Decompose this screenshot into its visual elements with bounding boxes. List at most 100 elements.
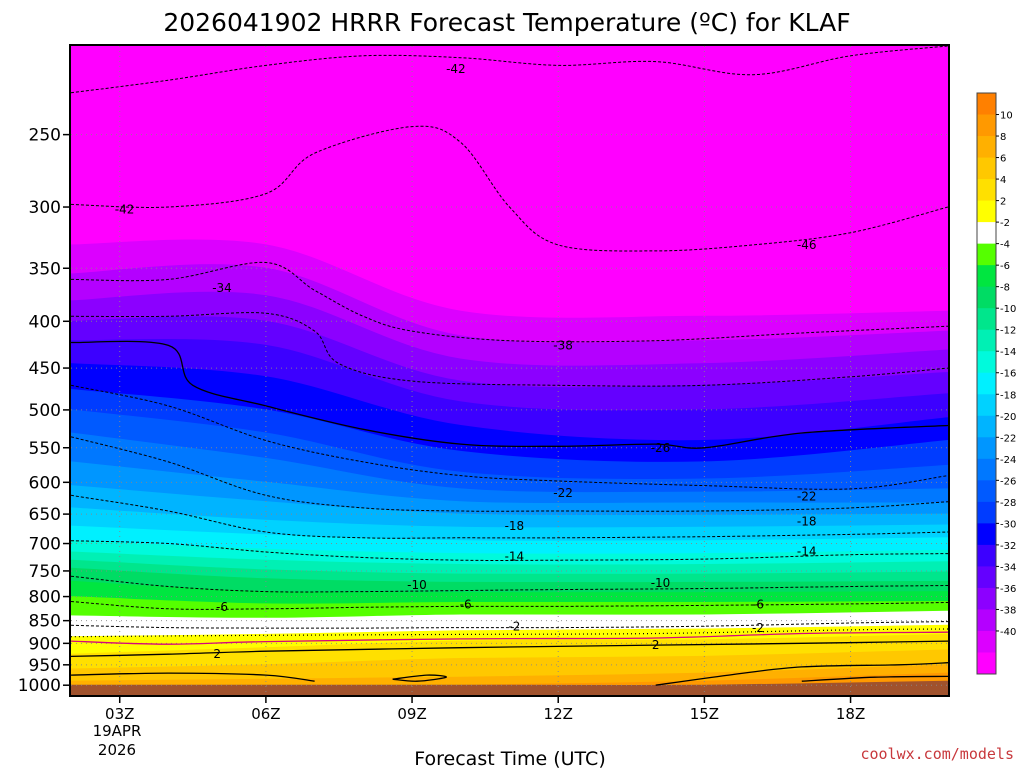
colorbar-swatch-10 [977, 308, 996, 331]
colorbar-swatch-25 [977, 630, 996, 653]
contour-label-5: -26 [651, 441, 671, 455]
colorbar-swatch-5 [977, 200, 996, 223]
colorbar-swatch-14 [977, 394, 996, 417]
colorbar-label-17: -26 [1000, 476, 1016, 487]
y-tick-label-700: 700 [29, 535, 61, 555]
colorbar-label-2: 6 [1000, 154, 1006, 165]
x-axis-label: Forecast Time (UTC) [414, 748, 605, 768]
y-tick-label-450: 450 [29, 359, 61, 379]
contour-labels: -42-42-34-38-46-26-22 -22-18 -18-14 -14-10-… [115, 62, 817, 661]
colorbar-swatch-20 [977, 523, 996, 546]
x-date-label-day: 19APR [93, 722, 142, 740]
colorbar-swatch-3 [977, 157, 996, 180]
isotherm-contour-5 [71, 384, 948, 490]
colorbar-label-5: -2 [1000, 218, 1010, 229]
isotherm-contour-17 [655, 662, 948, 686]
contour-label-4: -46 [797, 238, 817, 252]
colorbar-label-8: -8 [1000, 283, 1010, 294]
colorbar-legend: 10 8 6 4 2 -2 -4 -6 -8 -10 -12 -14 -16 -18 -20 -22 -24 -2… [976, 92, 1016, 675]
contour-label-3: -38 [553, 338, 573, 352]
colorbar-label-15: -22 [1000, 433, 1016, 444]
x-tick-label-0: 03Z [105, 705, 134, 723]
colorbar-label-21: -34 [1000, 562, 1016, 573]
colorbar-label-9: -10 [1000, 304, 1016, 315]
y-tick-label-650: 650 [29, 505, 61, 525]
colorbar-swatch-24 [977, 609, 996, 632]
x-tick-label-2: 09Z [397, 705, 426, 723]
y-tick-label-800: 800 [29, 588, 61, 608]
colorbar-label-16: -24 [1000, 455, 1016, 466]
contour-label-6: -22 [553, 486, 573, 500]
isotherm-contour-10 [71, 601, 948, 610]
site-credit: coolwx.com/models [860, 745, 1014, 763]
colorbar-swatch-17 [977, 458, 996, 481]
colorbar-swatch-15 [977, 415, 996, 438]
chart-title: 2026041902 HRRR Forecast Temperature (ºC… [163, 8, 850, 37]
colorbar-label-1: 8 [1000, 132, 1006, 143]
colorbar-swatch-9 [977, 286, 996, 309]
y-tick-label-550: 550 [29, 439, 61, 459]
colorbar-swatch-19 [977, 501, 996, 524]
y-tick-label-900: 900 [29, 634, 61, 654]
contour-label-7: -22 [797, 490, 817, 504]
colorbar-label-12: -16 [1000, 369, 1016, 380]
y-tick-label-750: 750 [29, 562, 61, 582]
plot-grid [71, 46, 948, 695]
colorbar-label-19: -30 [1000, 519, 1016, 530]
colorbar-swatch-6 [977, 222, 996, 245]
isotherm-contour-7 [71, 494, 948, 539]
colorbar-swatch-7 [977, 243, 996, 266]
contour-label-10: -14 [505, 549, 525, 563]
contour-label-19: 2 [213, 647, 221, 661]
colorbar-swatch-0 [977, 93, 996, 116]
colorbar-label-10: -12 [1000, 326, 1016, 337]
y-tick-label-600: 600 [29, 473, 61, 493]
colorbar-swatch-11 [977, 329, 996, 352]
colorbar-swatch-21 [977, 544, 996, 567]
contour-label-13: -10 [651, 576, 671, 590]
y-tick-label-850: 850 [29, 612, 61, 632]
contour-label-11: -14 [797, 544, 817, 558]
contour-label-12: -10 [407, 578, 427, 592]
y-tick-label-350: 350 [29, 259, 61, 279]
colorbar-label-22: -36 [1000, 584, 1016, 595]
contour-label-17: -2 [508, 620, 520, 634]
x-tick-label-5: 18Z [836, 705, 865, 723]
colorbar-swatch-22 [977, 566, 996, 589]
isotherm-contour-13 [71, 631, 948, 645]
contour-label-2: -34 [212, 281, 232, 295]
isotherm-contour-4 [71, 340, 948, 449]
y-tick-label-400: 400 [29, 312, 61, 332]
isotherm-contour-15 [71, 672, 315, 682]
colorbar-label-14: -20 [1000, 412, 1016, 423]
contour-label-18: -2 [752, 621, 764, 635]
y-axis-ticks: 2503003504004505005506006507007508008509… [18, 126, 70, 696]
x-tick-label-3: 12Z [544, 705, 573, 723]
isotherm-contour-1 [71, 125, 948, 252]
colorbar-label-23: -38 [1000, 605, 1016, 616]
contour-label-20: 2 [652, 638, 660, 652]
contour-label-0: -42 [446, 62, 466, 76]
isotherm-contour-16 [392, 674, 447, 682]
colorbar-label-24: -40 [1000, 627, 1016, 638]
y-tick-label-950: 950 [29, 656, 61, 676]
colorbar-label-6: -4 [1000, 240, 1010, 251]
y-tick-label-250: 250 [29, 126, 61, 146]
colorbar-swatch-2 [977, 136, 996, 159]
plot-frame [69, 44, 950, 697]
y-tick-label-300: 300 [29, 198, 61, 218]
y-tick-label-500: 500 [29, 401, 61, 421]
x-tick-label-4: 15Z [690, 705, 719, 723]
contour-label-16: -6 [752, 597, 764, 611]
isotherm-contour-2 [71, 261, 948, 343]
colorbar-swatch-16 [977, 437, 996, 460]
isotherm-contour-3 [71, 312, 948, 387]
colorbar-label-3: 4 [1000, 175, 1006, 186]
temperature-fill-bands [71, 46, 948, 695]
isotherm-contour-18 [801, 675, 948, 682]
colorbar-swatch-26 [977, 652, 996, 675]
isotherm-contour-0 [71, 46, 948, 94]
colorbar-label-20: -32 [1000, 541, 1016, 552]
contour-label-9: -18 [797, 514, 817, 528]
colorbar-swatch-12 [977, 351, 996, 374]
